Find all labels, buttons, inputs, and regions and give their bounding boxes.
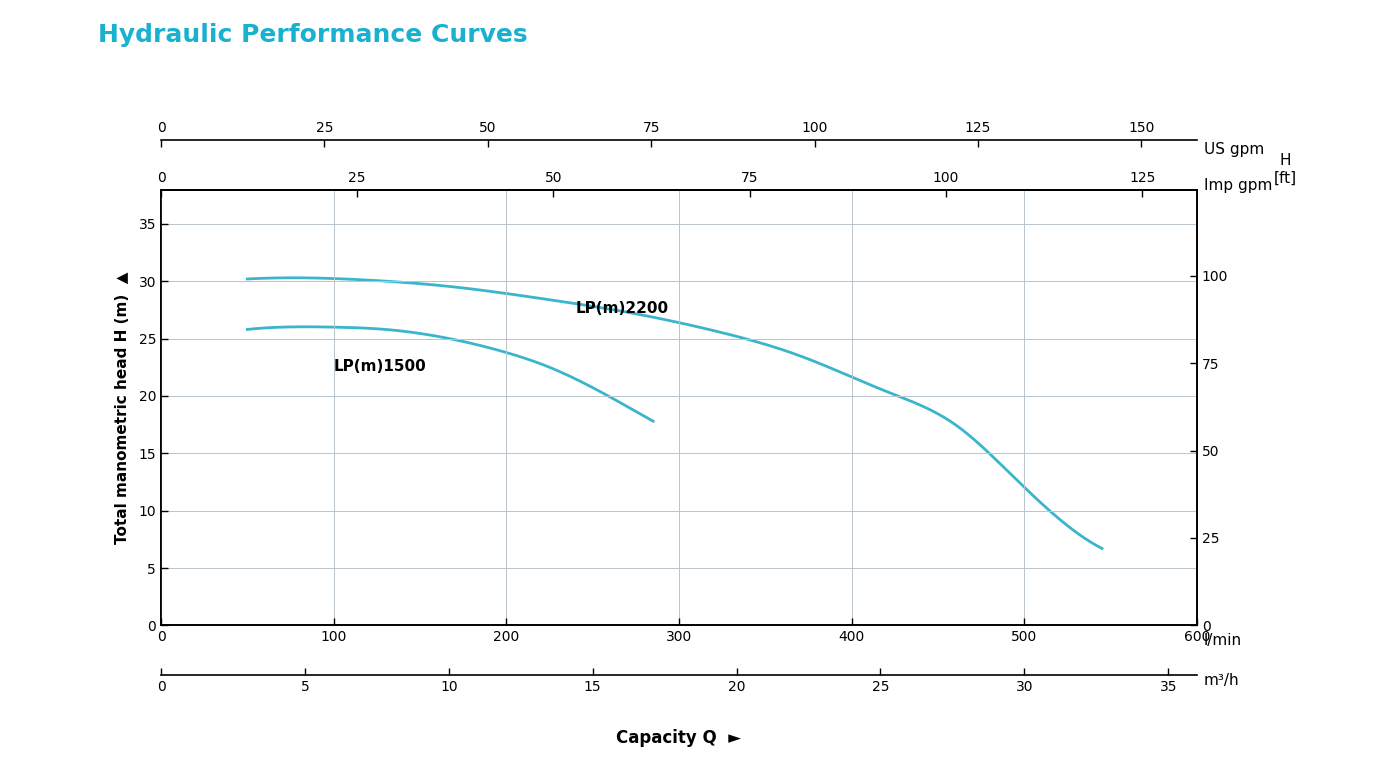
Text: Capacity Q  ►: Capacity Q ► xyxy=(616,728,742,747)
Text: LP(m)2200: LP(m)2200 xyxy=(575,302,669,316)
Text: Hydraulic Performance Curves: Hydraulic Performance Curves xyxy=(98,23,528,47)
Y-axis label: Total manometric head H (m)  ▲: Total manometric head H (m) ▲ xyxy=(115,271,130,543)
Text: H
[ft]: H [ft] xyxy=(1274,153,1298,186)
Text: l/min: l/min xyxy=(1204,633,1242,648)
Text: Imp gpm: Imp gpm xyxy=(1204,178,1273,193)
Text: US gpm: US gpm xyxy=(1204,143,1264,157)
Text: m³/h: m³/h xyxy=(1204,672,1239,688)
Text: LP(m)1500: LP(m)1500 xyxy=(333,359,427,374)
